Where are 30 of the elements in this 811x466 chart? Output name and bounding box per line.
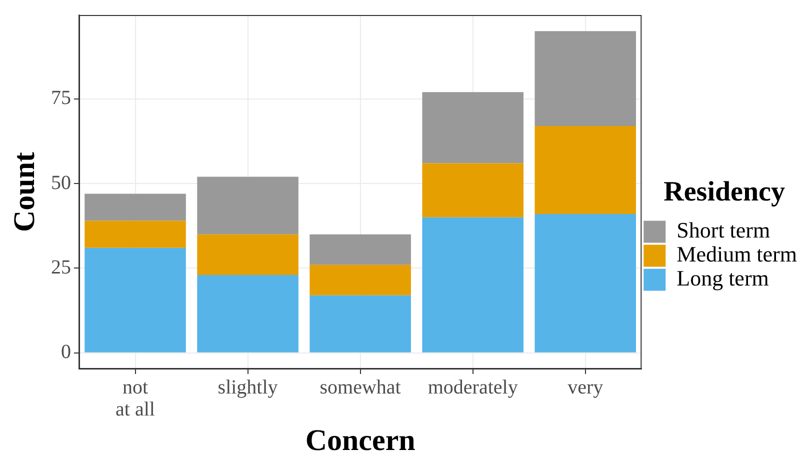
y-tick-label: 25 [51, 256, 71, 278]
bar [84, 194, 186, 221]
x-tick-label: moderately [428, 376, 518, 398]
bar [422, 92, 524, 164]
legend-label: Short term [676, 218, 770, 243]
x-tick-label: very [568, 376, 604, 398]
x-axis-title: Concern [305, 424, 416, 457]
bar [84, 248, 186, 352]
bar [534, 31, 636, 126]
bar [422, 163, 524, 218]
x-tick-label: somewhat [320, 376, 402, 398]
bar [84, 220, 186, 248]
bar [310, 234, 411, 265]
bar [310, 264, 411, 296]
bar [534, 214, 636, 352]
bar [197, 176, 298, 234]
bar [197, 234, 298, 275]
y-tick-label: 75 [51, 87, 71, 110]
y-tick-label: 0 [61, 341, 71, 364]
x-tick-label: slightly [218, 376, 278, 398]
bar [422, 217, 524, 352]
legend-label: Medium term [676, 242, 798, 267]
bar [310, 295, 411, 352]
legend-label: Long term [676, 266, 769, 291]
bar [534, 126, 636, 214]
legend-title: Residency [664, 176, 785, 208]
x-tick-label: not at all [116, 376, 156, 420]
bar [197, 274, 298, 352]
y-axis-title: Count [8, 152, 41, 232]
y-tick-label: 50 [51, 172, 71, 194]
